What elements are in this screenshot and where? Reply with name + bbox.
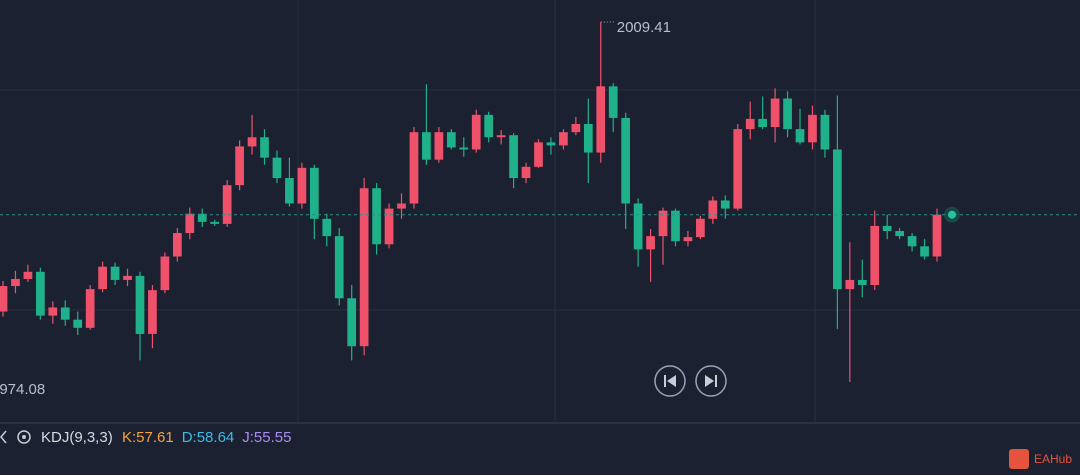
candle-body	[621, 117, 631, 204]
candle-body	[135, 275, 145, 334]
high-label: 2009.41	[617, 19, 671, 36]
candle-body	[907, 236, 917, 247]
indicator-value: K:57.61	[122, 429, 174, 446]
next-button[interactable]	[695, 365, 727, 397]
candle-body	[633, 203, 643, 250]
candle-body	[845, 279, 855, 290]
candle-body	[484, 114, 494, 138]
candle-body	[384, 208, 394, 245]
candle-body	[820, 114, 830, 150]
candle-body	[347, 298, 357, 347]
candle-body	[795, 129, 805, 143]
candle-body	[783, 98, 792, 130]
candle-body	[98, 266, 107, 290]
candle-body	[708, 200, 718, 219]
candle-body	[534, 142, 543, 167]
candle-body	[235, 146, 244, 186]
candle-body	[23, 271, 33, 279]
candle-body	[197, 213, 207, 222]
candle-body	[583, 124, 593, 153]
candle-body	[322, 218, 332, 237]
candle-body	[546, 142, 556, 146]
candle-body	[509, 135, 518, 179]
candle-body	[608, 86, 618, 118]
logo: EAHub	[1034, 452, 1072, 466]
candle-body	[696, 218, 705, 238]
candle-body	[260, 137, 269, 158]
candle-body	[60, 307, 70, 320]
indicator-value: J:55.55	[242, 429, 291, 446]
candle-body	[571, 124, 581, 133]
candle-body	[920, 246, 929, 257]
candle-body	[471, 114, 481, 150]
candle-body	[272, 157, 282, 179]
candle-body	[496, 135, 506, 138]
candle-body	[210, 221, 220, 224]
candle-body	[596, 86, 606, 153]
candle-body	[297, 167, 307, 204]
candle-body	[123, 275, 132, 280]
candle-body	[185, 213, 195, 234]
candle-body	[758, 118, 768, 128]
indicator-name: KDJ(9,3,3)	[41, 429, 113, 446]
price-dot	[948, 210, 956, 219]
candle-body	[0, 286, 8, 312]
logo-icon	[1009, 449, 1029, 469]
candle-body	[172, 233, 182, 257]
candle-body	[745, 118, 755, 130]
candle-body	[36, 271, 45, 316]
candle-body	[833, 149, 842, 290]
indicator-value: D:58.64	[182, 429, 235, 446]
candle-body	[559, 132, 568, 146]
candle-body	[334, 236, 344, 299]
candle-body	[434, 132, 444, 160]
candle-body	[658, 210, 668, 237]
candle-body	[409, 132, 419, 204]
candle-body	[11, 278, 20, 287]
candle-body	[895, 231, 904, 237]
candle-body	[48, 307, 58, 316]
candle-body	[521, 166, 531, 179]
candle-body	[148, 290, 157, 334]
candle-body	[397, 203, 406, 209]
candle-body	[222, 185, 232, 224]
candle-body	[459, 147, 469, 150]
candle-body	[857, 279, 867, 286]
candle-body	[309, 167, 319, 219]
candle-body	[85, 289, 95, 328]
candle-body	[720, 200, 730, 209]
candle-body	[73, 319, 83, 328]
candle-body	[422, 132, 431, 160]
candle-body	[247, 137, 257, 147]
candle-body	[671, 210, 680, 242]
candle-body	[932, 214, 942, 257]
candle-body	[770, 98, 780, 128]
candle-body	[160, 256, 170, 291]
candle-body	[733, 129, 743, 209]
candle-body	[683, 237, 693, 242]
candle-body	[882, 225, 892, 232]
candle-body	[359, 188, 369, 347]
candle-body	[372, 188, 381, 245]
candle-body	[808, 114, 817, 143]
candle-body	[870, 225, 880, 286]
candle-body	[646, 236, 655, 250]
candle-body	[446, 132, 456, 148]
prev-button[interactable]	[654, 365, 686, 397]
collapse-icon[interactable]	[0, 430, 7, 444]
candle-body	[110, 266, 120, 280]
candle-body	[285, 178, 294, 204]
settings-icon[interactable]	[17, 430, 31, 444]
